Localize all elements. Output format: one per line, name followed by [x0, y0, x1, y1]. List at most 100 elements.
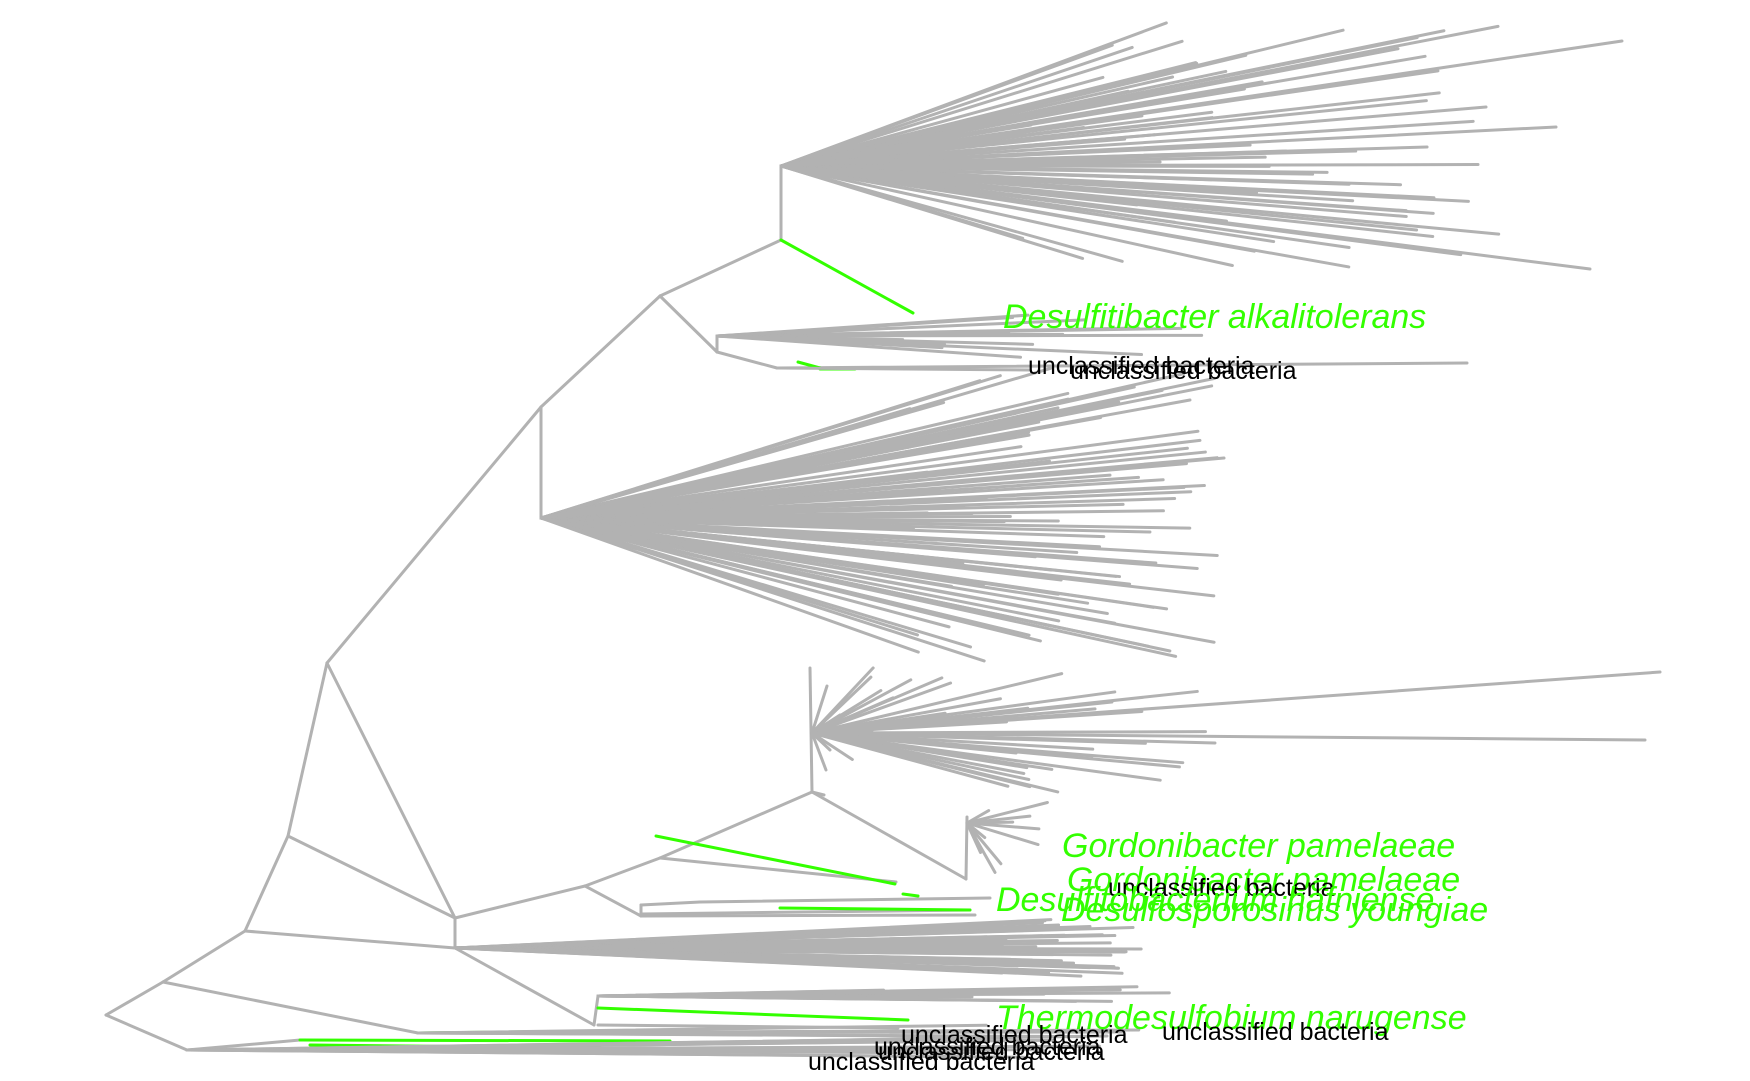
internal-branch-0	[104, 980, 165, 1017]
leaf-branch-101	[715, 318, 1087, 338]
leaf-branch-68	[779, 164, 1329, 174]
label-unclassified-bottom-3: unclassified bacteria	[874, 1033, 1101, 1061]
leaf-branch-207	[539, 516, 986, 663]
internal-branch-214	[810, 790, 968, 881]
leaf-branch-204	[539, 516, 920, 654]
leaf-branch-201	[539, 516, 1216, 644]
internal-branch-12	[453, 946, 596, 1027]
leaf-branch-282	[639, 913, 977, 918]
internal-branch-11	[453, 884, 587, 920]
label-thermodesulfobium-narugense: Thermodesulfobium narugense	[996, 999, 1467, 1037]
leaf-branch-40	[779, 75, 1105, 168]
leaf-branch-253	[810, 731, 1162, 782]
label-unclassified-bottom-1: unclassified bacteria	[901, 1021, 1128, 1049]
leaf-branch-187	[539, 516, 1216, 598]
label-desulfitibacter-alkalitolerans: Desulfitibacter alkalitolerans	[1003, 298, 1426, 336]
label-unclassified-bottom-4: unclassified bacteria	[878, 1038, 1105, 1066]
leaf-branch-256	[810, 731, 1060, 794]
leaf-branch-259	[810, 684, 829, 735]
leaf-branch-265	[965, 801, 1049, 825]
internal-branch-328	[592, 994, 600, 1027]
leaf-branch-30	[779, 39, 1184, 168]
leaf-branch-95	[779, 39, 1624, 168]
internal-branch-210	[583, 856, 662, 888]
leaf-branch-53	[779, 119, 1475, 168]
leaf-branch-273	[965, 821, 1003, 866]
tree-labels: Desulfitibacter alkalitolerans unclassif…	[808, 298, 1488, 1076]
internal-branch-9	[325, 661, 457, 920]
leaf-branch-263	[810, 731, 828, 772]
highlight-branch-18	[779, 238, 915, 315]
leaf-branch-24	[775, 366, 1032, 372]
internal-branch-1	[104, 1013, 189, 1052]
label-unclassified-bottom-2: unclassified bacteria	[1162, 1018, 1389, 1046]
internal-branch-211	[583, 884, 643, 918]
internal-branch-2	[161, 929, 247, 984]
leaf-branch-92	[779, 164, 1124, 263]
internal-branch-16	[658, 294, 719, 354]
leaf-branch-111	[715, 334, 1144, 357]
label-unclassified-mid: unclassified bacteria	[1108, 874, 1335, 902]
leaf-branch-269	[965, 821, 1041, 831]
highlight-branch-352	[298, 1038, 672, 1043]
leaf-branch-97	[779, 125, 1558, 168]
leaf-branch-222	[810, 681, 953, 735]
internal-branch-7	[286, 834, 457, 920]
leaf-branch-167	[539, 516, 1106, 539]
internal-branch-13	[539, 294, 662, 409]
leaf-branch-49	[779, 106, 1066, 168]
leaf-branch-372	[416, 1031, 943, 1038]
leaf-branch-93	[779, 164, 1234, 267]
leaf-branch-279	[698, 896, 992, 904]
internal-branch-216	[810, 790, 826, 797]
internal-branch-5	[243, 929, 457, 950]
internal-branch-212	[658, 790, 814, 860]
internal-branch-264	[964, 815, 969, 881]
leaf-branch-209	[539, 398, 1192, 520]
leaf-branch-112	[715, 334, 1023, 359]
leaf-branch-96	[779, 164, 1592, 271]
leaf-branch-271	[965, 821, 1040, 847]
label-unclassified-top-2: unclassified bacteria	[1070, 357, 1297, 385]
internal-branch-20	[715, 350, 779, 370]
leaf-branch-203	[539, 516, 973, 649]
leaf-branch-346	[596, 994, 937, 1001]
leaf-branch-32	[779, 45, 1134, 168]
internal-branch-278	[639, 900, 702, 907]
internal-branch-4	[243, 834, 290, 933]
leaf-branch-71	[779, 164, 1403, 187]
leaf-branch-248	[810, 731, 1181, 769]
leaf-branch-366	[185, 1048, 1027, 1059]
leaf-branch-177	[539, 516, 1199, 570]
leaf-branch-146	[539, 470, 929, 520]
leaf-branch-274	[965, 821, 997, 874]
leaf-branch-258	[810, 731, 1647, 742]
label-unclassified-top-1: unclassified bacteria	[1028, 352, 1255, 380]
leaf-branch-208	[539, 456, 1226, 520]
tree-branches	[104, 21, 1662, 1059]
leaf-branch-200	[539, 516, 1042, 643]
leaf-branch-266	[965, 809, 991, 825]
leaf-branch-85	[779, 164, 1435, 238]
leaf-branch-138	[539, 445, 1023, 520]
leaf-branch-94	[779, 164, 1351, 269]
label-desulfosporosinus-youngiae: Desulfosporosinus youngiae	[1061, 891, 1488, 929]
highlight-branch-275	[654, 834, 897, 886]
label-desulfitobacterium-overlap: Desulfitobacterium hafniense	[996, 881, 1434, 919]
leaf-branch-174	[539, 516, 1219, 557]
internal-branch-3	[161, 980, 420, 1035]
leaf-branch-76	[779, 164, 1470, 203]
leaf-branch-84	[779, 164, 1501, 236]
highlight-branch-276	[901, 892, 920, 898]
leaf-branch-125	[539, 407, 912, 520]
leaf-branch-327	[453, 946, 1124, 975]
leaf-branch-21	[775, 361, 1469, 370]
leaf-branch-206	[539, 516, 1178, 658]
internal-branch-8	[325, 405, 543, 665]
highlight-branch-347	[596, 1006, 910, 1022]
internal-branch-213	[658, 856, 898, 884]
leaf-branch-227	[810, 696, 895, 735]
leaf-branch-257	[810, 670, 1662, 735]
leaf-branch-262	[810, 731, 832, 752]
